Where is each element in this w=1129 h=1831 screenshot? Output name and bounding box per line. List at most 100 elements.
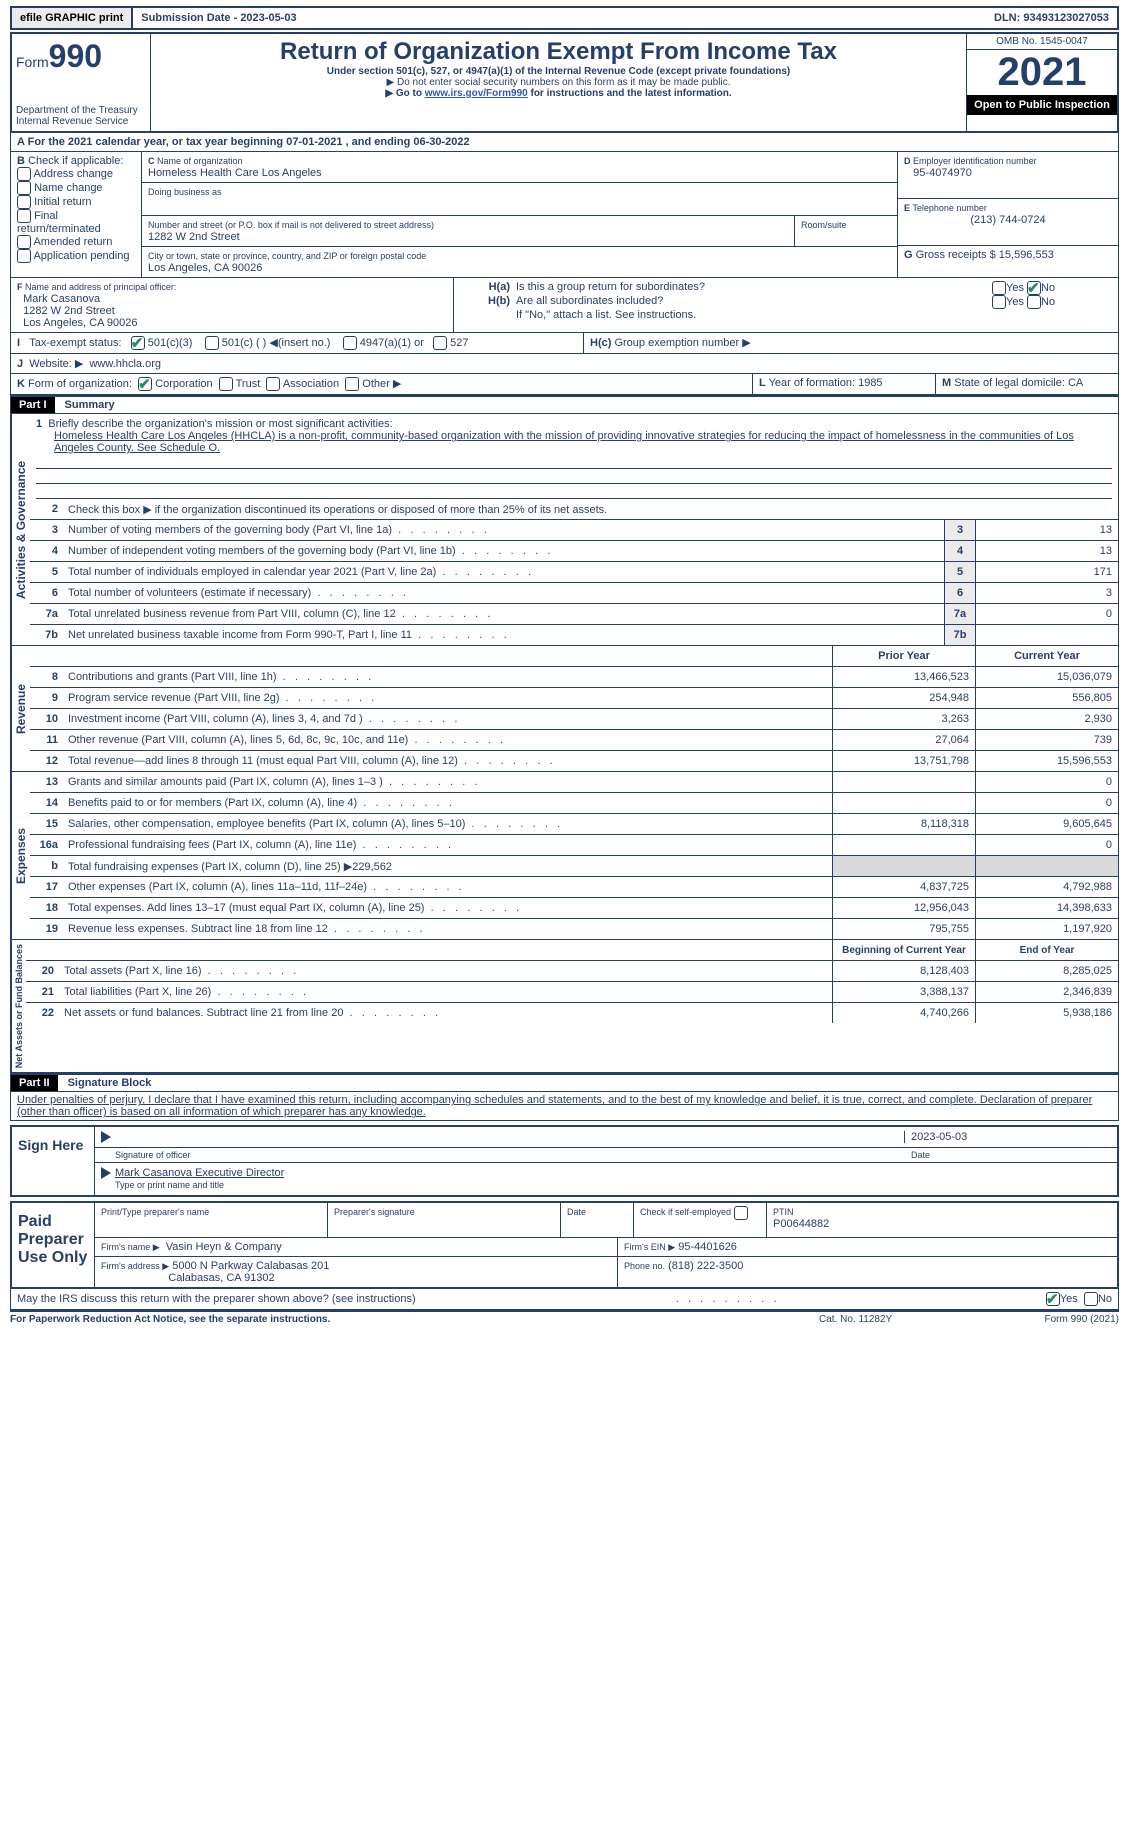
line-7a: Total unrelated business revenue from Pa… — [64, 606, 944, 622]
checkbox-501c3[interactable] — [131, 336, 145, 350]
checkbox-app-pending[interactable] — [17, 249, 31, 263]
line-14-prior — [832, 793, 975, 813]
checkbox-other[interactable] — [345, 377, 359, 391]
footer: For Paperwork Reduction Act Notice, see … — [10, 1310, 1119, 1325]
top-bar: efile GRAPHIC print Submission Date - 20… — [10, 6, 1119, 30]
firm-name: Vasin Heyn & Company — [166, 1241, 282, 1253]
mission-label: Briefly describe the organization's miss… — [48, 418, 392, 430]
line-15-prior: 8,118,318 — [832, 814, 975, 834]
line-19: Revenue less expenses. Subtract line 18 … — [64, 921, 832, 937]
irs-label: Internal Revenue Service — [16, 116, 146, 127]
line-19-prior: 795,755 — [832, 919, 975, 939]
dba-label: Doing business as — [148, 187, 222, 197]
dept-label: Department of the Treasury — [16, 105, 146, 116]
line-21-current: 2,346,839 — [975, 982, 1118, 1002]
checkbox-501c[interactable] — [205, 336, 219, 350]
line-15: Salaries, other compensation, employee b… — [64, 816, 832, 832]
line-3-value: 13 — [975, 520, 1118, 540]
subtitle-1: Under section 501(c), 527, or 4947(a)(1)… — [155, 66, 962, 77]
line-16a-current: 0 — [975, 835, 1118, 855]
line-16a: Professional fundraising fees (Part IX, … — [64, 837, 832, 853]
line-17-current: 4,792,988 — [975, 877, 1118, 897]
hb-note: If "No," attach a list. See instructions… — [460, 309, 1112, 321]
line-9-prior: 254,948 — [832, 688, 975, 708]
side-net: Net Assets or Fund Balances — [11, 940, 26, 1072]
gross-label: Gross receipts $ — [916, 249, 996, 261]
side-revenue: Revenue — [11, 646, 30, 771]
tax-year: 2021 — [967, 50, 1117, 95]
officer-name: Mark Casanova — [23, 293, 100, 305]
line-10: Investment income (Part VIII, column (A)… — [64, 711, 832, 727]
city-label: City or town, state or province, country… — [148, 251, 426, 261]
line-22: Net assets or fund balances. Subtract li… — [60, 1005, 832, 1021]
checkbox-amended[interactable] — [17, 235, 31, 249]
gross-value: 15,596,553 — [999, 249, 1054, 261]
col-current: Current Year — [975, 646, 1118, 666]
ptin-value: P00644882 — [773, 1218, 829, 1230]
line-20-prior: 8,128,403 — [832, 961, 975, 981]
inspection-label: Open to Public Inspection — [967, 95, 1117, 115]
checkbox-assoc[interactable] — [266, 377, 280, 391]
line-b-current — [975, 856, 1118, 876]
line-11: Other revenue (Part VIII, column (A), li… — [64, 732, 832, 748]
side-activities: Activities & Governance — [11, 414, 30, 645]
checkbox-trust[interactable] — [219, 377, 233, 391]
officer-label: Name and address of principal officer: — [25, 282, 176, 292]
addr-label: Number and street (or P.O. box if mail i… — [148, 220, 434, 230]
line-8: Contributions and grants (Part VIII, lin… — [64, 669, 832, 685]
line-18: Total expenses. Add lines 13–17 (must eq… — [64, 900, 832, 916]
line-10-prior: 3,263 — [832, 709, 975, 729]
website-value: www.hhcla.org — [89, 358, 161, 370]
line-9: Program service revenue (Part VIII, line… — [64, 690, 832, 706]
checkbox-527[interactable] — [433, 336, 447, 350]
mission-text: Homeless Health Care Los Angeles (HHCLA)… — [36, 430, 1112, 454]
line-9-current: 556,805 — [975, 688, 1118, 708]
checkbox-address-change[interactable] — [17, 167, 31, 181]
line-12-current: 15,596,553 — [975, 751, 1118, 771]
checkbox-ha-no[interactable] — [1027, 281, 1041, 295]
checkbox-self-employed[interactable] — [734, 1206, 748, 1220]
irs-link[interactable]: www.irs.gov/Form990 — [425, 88, 528, 99]
submission-date: Submission Date - 2023-05-03 — [133, 8, 986, 28]
line-5-value: 171 — [975, 562, 1118, 582]
efile-button[interactable]: efile GRAPHIC print — [12, 8, 133, 28]
line-3: Number of voting members of the governin… — [64, 522, 944, 538]
line-14: Benefits paid to or for members (Part IX… — [64, 795, 832, 811]
checkbox-discuss-no[interactable] — [1084, 1292, 1098, 1306]
paid-preparer-block: Paid Preparer Use Only Print/Type prepar… — [10, 1201, 1119, 1289]
checkbox-final-return[interactable] — [17, 209, 31, 223]
declaration: Under penalties of perjury, I declare th… — [10, 1092, 1119, 1121]
ein-label: Employer identification number — [913, 156, 1037, 166]
checkbox-hb-yes[interactable] — [992, 295, 1006, 309]
line-7b: Net unrelated business taxable income fr… — [64, 627, 944, 643]
arrow-icon — [101, 1131, 111, 1143]
line-4-value: 13 — [975, 541, 1118, 561]
col-prior: Prior Year — [832, 646, 975, 666]
checkbox-hb-no[interactable] — [1027, 295, 1041, 309]
line-17-prior: 4,837,725 — [832, 877, 975, 897]
org-name: Homeless Health Care Los Angeles — [148, 167, 322, 179]
line-8-prior: 13,466,523 — [832, 667, 975, 687]
line-13-current: 0 — [975, 772, 1118, 792]
street-address: 1282 W 2nd Street — [148, 231, 240, 243]
line-14-current: 0 — [975, 793, 1118, 813]
line-7b-value — [975, 625, 1118, 645]
col-begin: Beginning of Current Year — [832, 940, 975, 960]
line-16a-prior — [832, 835, 975, 855]
line-b: Total fundraising expenses (Part IX, col… — [64, 858, 832, 875]
checkbox-name-change[interactable] — [17, 181, 31, 195]
firm-phone: (818) 222-3500 — [668, 1260, 743, 1272]
checkbox-ha-yes[interactable] — [992, 281, 1006, 295]
checkbox-4947[interactable] — [343, 336, 357, 350]
checkbox-initial-return[interactable] — [17, 195, 31, 209]
section-a: A For the 2021 calendar year, or tax yea… — [11, 133, 1118, 151]
arrow-icon — [101, 1167, 111, 1179]
checkbox-corp[interactable] — [138, 377, 152, 391]
subtitle-2: ▶ Do not enter social security numbers o… — [155, 77, 962, 88]
form-title: Return of Organization Exempt From Incom… — [155, 38, 962, 66]
signer-name: Mark Casanova Executive Director — [115, 1167, 284, 1179]
line-10-current: 2,930 — [975, 709, 1118, 729]
checkbox-discuss-yes[interactable] — [1046, 1292, 1060, 1306]
line-12: Total revenue—add lines 8 through 11 (mu… — [64, 753, 832, 769]
line-13-prior — [832, 772, 975, 792]
